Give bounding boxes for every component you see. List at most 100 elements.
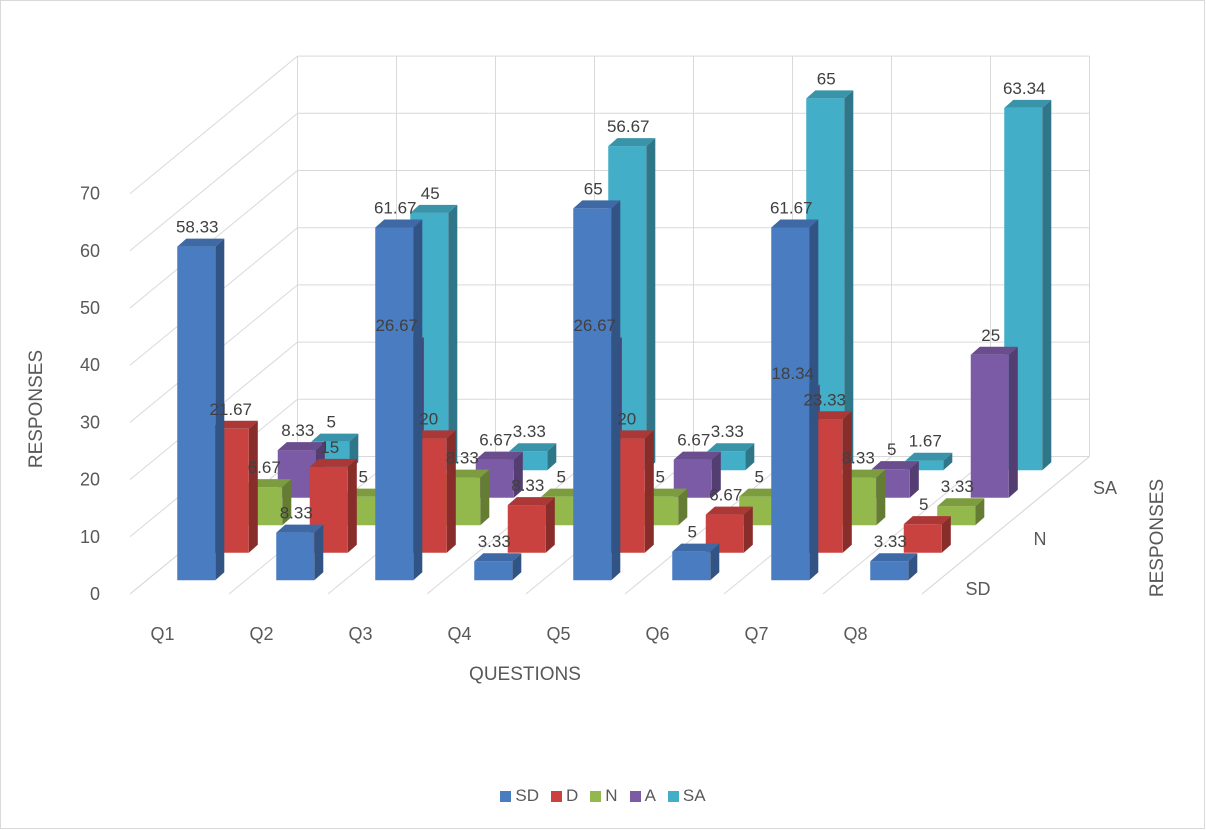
bar-top	[277, 442, 325, 451]
bar-top	[673, 451, 721, 460]
data-label: 26.67	[573, 316, 616, 335]
bar-top	[410, 204, 458, 213]
bar-side	[941, 516, 951, 553]
bar-side	[1042, 99, 1052, 471]
bar-side	[480, 469, 490, 526]
bar-side	[282, 479, 292, 526]
bar-top	[705, 506, 753, 515]
data-label: 63.34	[1003, 79, 1046, 98]
data-label: 5	[919, 495, 928, 514]
bar-side	[347, 458, 357, 553]
bar-side	[215, 238, 225, 581]
data-label: 65	[817, 69, 836, 88]
data-label: 6.67	[677, 431, 710, 450]
bar-top	[309, 458, 357, 467]
data-label: 6.67	[479, 431, 512, 450]
bar-side	[513, 451, 523, 498]
data-labels: 5453.3356.673.33651.6763.348.3326.676.67…	[176, 69, 1046, 551]
x-tick-label: Q7	[744, 624, 768, 644]
bar-front	[177, 246, 216, 581]
bar-side	[611, 200, 621, 581]
bar-side	[711, 451, 721, 498]
legend-label: SD	[515, 786, 540, 805]
bar-top	[375, 219, 423, 228]
legend-swatch	[551, 790, 563, 802]
depth-tick-label: SD	[965, 579, 990, 599]
bar-top	[177, 238, 225, 247]
bar-front	[507, 505, 546, 553]
bar-front	[970, 354, 1009, 498]
bar-side	[844, 90, 854, 471]
bar-side	[678, 488, 688, 526]
bar-side	[545, 497, 555, 553]
bar-top	[276, 524, 324, 533]
y-tick-label: 40	[80, 355, 100, 375]
data-label: 8.33	[280, 504, 313, 523]
bar-front	[276, 532, 315, 581]
y-tick-label: 0	[90, 584, 100, 604]
legend-label: N	[605, 786, 618, 805]
data-label: 65	[584, 179, 603, 198]
bar-top	[475, 451, 523, 460]
bar-top	[970, 346, 1018, 355]
bar-side	[547, 443, 557, 471]
data-label: 5	[359, 468, 368, 487]
y-tick-label: 30	[80, 412, 100, 432]
data-label: 26.67	[375, 316, 418, 335]
bar-front	[672, 551, 711, 581]
data-label: 5	[887, 440, 896, 459]
data-label: 21.67	[209, 400, 252, 419]
bar-top	[1004, 99, 1052, 108]
bar-side	[745, 443, 755, 471]
data-label: 61.67	[374, 198, 417, 217]
bar-top	[474, 553, 522, 562]
bar-SA-Q7	[905, 452, 953, 471]
data-label: 25	[981, 326, 1000, 345]
depth-axis-title: RESPONSES	[1147, 479, 1168, 597]
bar-top	[509, 443, 557, 452]
legend-label: D	[566, 786, 579, 805]
depth-tick-label: N	[1034, 529, 1047, 549]
data-label: 18.34	[771, 364, 814, 383]
bar-SD-Q2	[276, 524, 324, 581]
data-label: 3.33	[874, 532, 907, 551]
x-tick-label: Q4	[447, 624, 471, 644]
bar-top	[707, 443, 755, 452]
x-tick-label: Q8	[843, 624, 867, 644]
data-label: 23.33	[803, 390, 846, 409]
bar-side	[876, 469, 886, 526]
bar-top	[507, 497, 555, 506]
bar-side	[644, 430, 654, 553]
bar-D-Q8	[903, 516, 951, 553]
bar-side	[314, 524, 324, 581]
bar-A-Q3	[475, 451, 523, 498]
y-axis-title: RESPONSES	[26, 350, 47, 468]
data-label: 5	[688, 523, 697, 542]
y-tick-label: 20	[80, 470, 100, 490]
legend-item-SA: SA	[667, 786, 706, 806]
data-label: 5	[327, 413, 336, 432]
bar-top	[771, 219, 819, 228]
y-tick-label: 70	[80, 184, 100, 204]
bar-top	[870, 553, 918, 562]
data-label: 6.67	[248, 458, 281, 477]
legend-item-A: A	[629, 786, 656, 806]
x-tick-label: Q2	[249, 624, 273, 644]
bar-side	[446, 430, 456, 553]
bar-side	[842, 411, 852, 553]
bar-SD-Q1	[177, 238, 225, 581]
y-tick-label: 50	[80, 298, 100, 318]
bar-side	[646, 138, 656, 471]
bar-side	[743, 506, 753, 553]
bar-SD-Q6	[672, 543, 720, 581]
legend-label: SA	[682, 786, 706, 805]
legend-swatch	[500, 790, 512, 802]
data-label: 3.33	[711, 422, 744, 441]
data-label: 5	[656, 468, 665, 487]
bar-side	[413, 219, 423, 581]
data-label: 58.33	[176, 218, 219, 237]
bar-front	[905, 460, 944, 471]
bar-top	[573, 200, 621, 209]
bar-front	[573, 208, 612, 581]
